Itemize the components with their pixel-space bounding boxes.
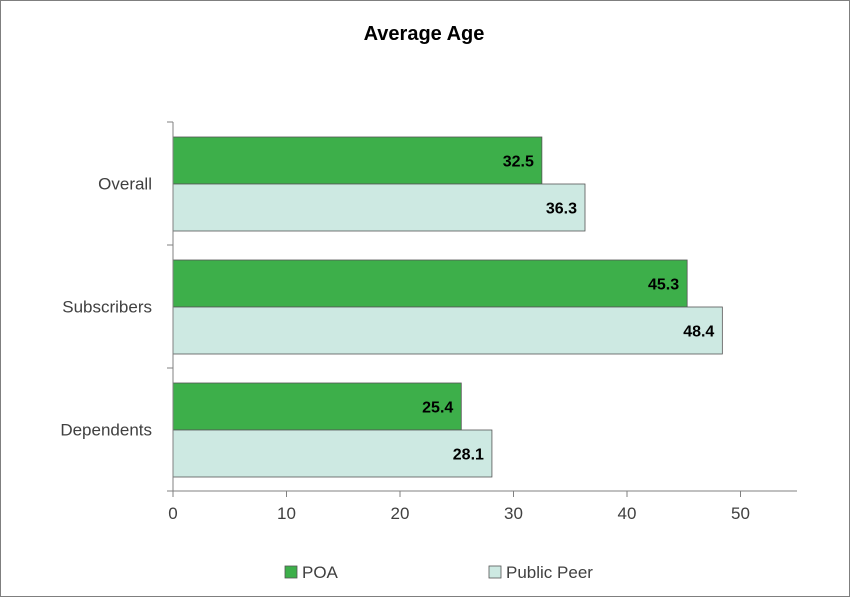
- x-tick-label: 50: [731, 504, 750, 523]
- legend-swatch: [488, 565, 502, 579]
- bar-public-peer-subscribers: [172, 306, 723, 355]
- bar-poa-subscribers: [172, 259, 688, 308]
- data-label: 32.5: [503, 154, 534, 171]
- bar-public-peer-overall: [172, 183, 586, 232]
- data-label: 48.4: [683, 324, 714, 341]
- data-label: 36.3: [546, 201, 577, 218]
- legend-swatch: [284, 565, 298, 579]
- x-tick-label: 20: [391, 504, 410, 523]
- plot-area: 32.5 36.3 Overall 45.3 48.4 Subscribers 25.4 28…: [60, 121, 797, 523]
- category-label: Overall: [98, 175, 152, 194]
- data-label: 45.3: [648, 277, 679, 294]
- category-label: Subscribers: [62, 298, 152, 317]
- x-tick-label: 30: [504, 504, 523, 523]
- bar-poa-overall: [172, 136, 543, 185]
- legend-label: Public Peer: [506, 563, 593, 582]
- x-tick-label: 0: [168, 504, 177, 523]
- category-label: Dependents: [60, 421, 152, 440]
- legend: POA Public Peer: [284, 563, 593, 582]
- x-tick-label: 10: [277, 504, 296, 523]
- x-tick-label: 40: [618, 504, 637, 523]
- chart-title: Average Age: [364, 23, 485, 45]
- bar-poa-dependents: [172, 382, 462, 431]
- bar-public-peer-dependents: [172, 429, 493, 478]
- legend-label: POA: [302, 563, 339, 582]
- data-label: 25.4: [422, 400, 453, 417]
- data-label: 28.1: [453, 447, 484, 464]
